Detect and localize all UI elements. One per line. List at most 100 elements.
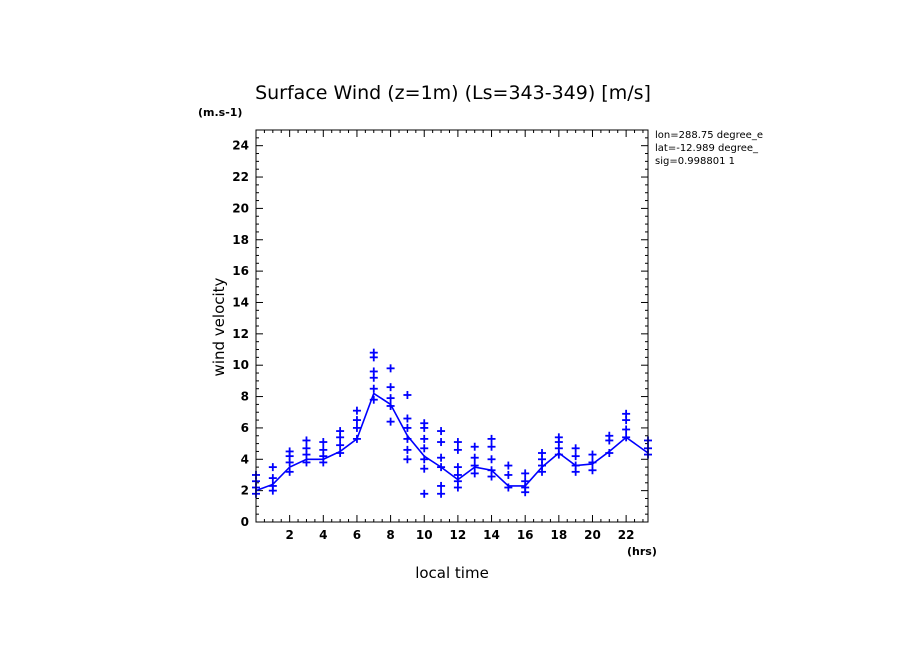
data-point-marker bbox=[521, 477, 530, 486]
data-point-marker bbox=[386, 394, 395, 403]
data-point-marker bbox=[571, 444, 580, 453]
data-point-marker bbox=[437, 438, 446, 447]
data-point-marker bbox=[437, 463, 446, 472]
data-point-marker bbox=[605, 449, 614, 458]
info-line: lat=-12.989 degree_ bbox=[655, 143, 759, 154]
data-point-marker bbox=[369, 367, 378, 376]
data-point-marker bbox=[302, 458, 311, 467]
x-unit-label: (hrs) bbox=[627, 545, 657, 558]
y-tick-label: 10 bbox=[232, 358, 249, 372]
x-tick-label: 22 bbox=[618, 528, 635, 542]
data-point-marker bbox=[538, 449, 547, 458]
data-point-marker bbox=[504, 461, 513, 470]
data-point-marker bbox=[470, 453, 479, 462]
data-point-marker bbox=[453, 445, 462, 454]
data-point-marker bbox=[285, 467, 294, 476]
data-point-marker bbox=[487, 455, 496, 464]
data-point-marker bbox=[352, 406, 361, 415]
data-point-marker bbox=[437, 481, 446, 490]
data-point-marker bbox=[571, 452, 580, 461]
y-tick-label: 20 bbox=[232, 201, 249, 215]
data-point-marker bbox=[268, 481, 277, 490]
data-point-marker bbox=[437, 427, 446, 436]
data-point-marker bbox=[403, 445, 412, 454]
info-box: lon=288.75 degree_e lat=-12.989 degree_si… bbox=[655, 130, 763, 167]
data-point-marker bbox=[403, 455, 412, 464]
data-point-marker bbox=[470, 461, 479, 470]
x-tick-label: 8 bbox=[386, 528, 394, 542]
x-axis-title: local time bbox=[415, 564, 489, 582]
data-point-marker bbox=[369, 395, 378, 404]
data-point-marker bbox=[605, 431, 614, 440]
data-point-marker bbox=[420, 455, 429, 464]
data-point-marker bbox=[336, 427, 345, 436]
data-point-marker bbox=[285, 447, 294, 456]
data-point-marker bbox=[352, 423, 361, 432]
data-point-marker bbox=[504, 483, 513, 492]
data-point-marker bbox=[420, 419, 429, 428]
data-point-marker bbox=[453, 470, 462, 479]
info-line: lon=288.75 degree_e bbox=[655, 130, 763, 141]
data-point-marker bbox=[319, 445, 328, 454]
data-point-marker bbox=[487, 466, 496, 475]
data-point-marker bbox=[352, 416, 361, 425]
data-point-marker bbox=[403, 390, 412, 399]
data-point-marker bbox=[386, 401, 395, 410]
plot-frame bbox=[255, 129, 649, 523]
chart-title: Surface Wind (z=1m) (Ls=343-349) [m/s] bbox=[255, 82, 651, 104]
y-axis-title: wind velocity bbox=[210, 277, 228, 376]
data-point-marker bbox=[403, 434, 412, 443]
data-point-marker bbox=[521, 469, 530, 478]
data-point-marker bbox=[420, 444, 429, 453]
data-point-marker bbox=[622, 409, 631, 418]
data-point-marker bbox=[386, 364, 395, 373]
y-tick-label: 8 bbox=[241, 390, 249, 404]
data-point-marker bbox=[470, 442, 479, 451]
x-tick-label: 16 bbox=[517, 528, 534, 542]
y-unit-label: (m.s-1) bbox=[198, 106, 242, 119]
x-tick-label: 14 bbox=[483, 528, 500, 542]
x-tick-label: 4 bbox=[319, 528, 327, 542]
x-tick-label: 10 bbox=[416, 528, 433, 542]
y-tick-label: 0 bbox=[241, 515, 249, 529]
data-point-marker bbox=[302, 444, 311, 453]
data-point-marker bbox=[369, 384, 378, 393]
x-tick-label: 12 bbox=[450, 528, 467, 542]
data-point-marker bbox=[622, 433, 631, 442]
data-point-marker bbox=[588, 450, 597, 459]
data-point-marker bbox=[622, 425, 631, 434]
data-point-marker bbox=[403, 414, 412, 423]
data-point-marker bbox=[554, 433, 563, 442]
data-point-marker bbox=[403, 423, 412, 432]
axis-ticks bbox=[256, 129, 648, 523]
data-point-marker bbox=[420, 434, 429, 443]
y-tick-label: 14 bbox=[232, 295, 249, 309]
data-point-marker bbox=[336, 449, 345, 458]
data-point-marker bbox=[302, 436, 311, 445]
data-point-marker bbox=[588, 458, 597, 467]
data-point-marker bbox=[420, 489, 429, 498]
data-point-marker bbox=[504, 470, 513, 479]
data-point-marker bbox=[386, 417, 395, 426]
x-tick-label: 2 bbox=[285, 528, 293, 542]
data-point-marker bbox=[437, 453, 446, 462]
x-tick-label: 6 bbox=[353, 528, 361, 542]
data-point-marker bbox=[453, 438, 462, 447]
data-point-marker bbox=[453, 463, 462, 472]
data-point-marker bbox=[386, 383, 395, 392]
y-tick-label: 2 bbox=[241, 484, 249, 498]
data-point-marker bbox=[336, 441, 345, 450]
data-point-marker bbox=[571, 461, 580, 470]
y-tick-label: 16 bbox=[232, 264, 249, 278]
x-tick-label: 18 bbox=[550, 528, 567, 542]
y-tick-label: 12 bbox=[232, 327, 249, 341]
y-tick-label: 22 bbox=[232, 170, 249, 184]
data-point-marker bbox=[487, 442, 496, 451]
y-tick-label: 24 bbox=[232, 139, 249, 153]
info-line: sig=0.998801 1 bbox=[655, 156, 735, 167]
data-point-marker bbox=[268, 463, 277, 472]
y-tick-label: 6 bbox=[241, 421, 249, 435]
data-point-marker bbox=[487, 434, 496, 443]
